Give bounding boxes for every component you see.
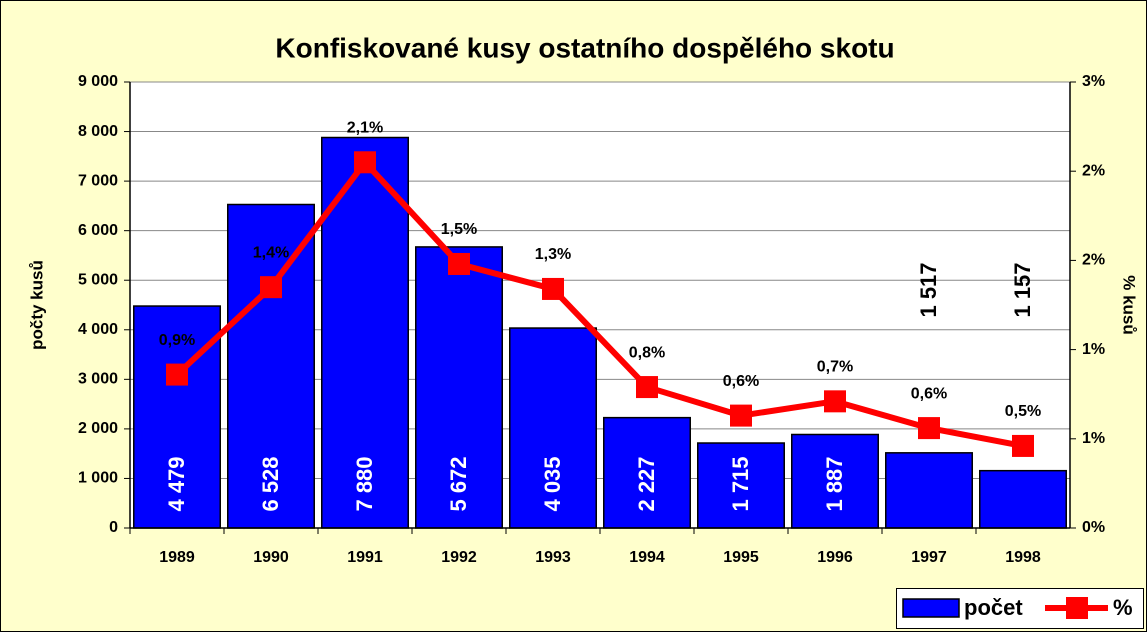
legend-label: počet [964,595,1023,620]
chart-title: Konfiskované kusy ostatního dospělého sk… [275,32,894,63]
line-value-label: 0,7% [817,359,853,376]
line-value-label: 0,9% [159,332,195,349]
line-value-label: 0,8% [629,344,665,361]
line-marker [824,390,846,413]
line-marker [730,404,752,427]
bar-value-label: 2 227 [634,456,659,511]
bar-value-label: 1 157 [1010,262,1035,317]
legend-swatch [902,598,960,618]
y2-tick-label: 1% [1082,341,1105,358]
bar [885,452,973,529]
y-axis-title: počty kusů [27,260,46,350]
bar [603,416,691,529]
line-marker [354,151,376,174]
bar-value-label: 5 672 [446,456,471,511]
y-tick-label: 3 000 [78,371,118,388]
y-tick-label: 5 000 [78,271,118,288]
x-tick-label: 1991 [347,549,383,566]
y2-tick-label: 2% [1082,252,1105,269]
bar [415,246,503,529]
line-value-label: 2,1% [347,119,383,136]
y2-tick-label: 2% [1082,162,1105,179]
bar [133,305,221,529]
line-value-label: 1,3% [535,246,571,263]
bar-value-label: 1 517 [916,262,941,317]
y-tick-label: 2 000 [78,420,118,437]
legend-swatch [1066,597,1088,619]
bar [979,469,1067,529]
y-tick-label: 8 000 [78,123,118,140]
y-tick-label: 1 000 [78,470,118,487]
y-tick-label: 9 000 [78,73,118,90]
x-tick-label: 1997 [911,549,947,566]
bar [791,433,879,529]
x-tick-label: 1995 [723,549,759,566]
legend-label: % [1113,595,1133,620]
x-tick-label: 1993 [535,549,571,566]
line [174,159,1024,449]
x-tick-label: 1992 [441,549,477,566]
line-value-label: 0,6% [911,385,947,402]
x-tick-label: 1998 [1005,549,1041,566]
x-tick-label: 1994 [629,549,665,566]
bar [697,442,785,529]
line-marker [542,277,564,300]
bar-value-label: 4 035 [540,456,565,511]
x-tick-label: 1989 [159,549,195,566]
bar [509,327,597,529]
bar-value-label: 1 715 [728,456,753,511]
line-marker [636,376,658,399]
line-value-label: 0,6% [723,373,759,390]
line-marker [166,363,188,386]
y-tick-label: 6 000 [78,222,118,239]
bar [227,203,315,529]
line-value-label: 1,5% [441,221,477,238]
line-marker [1012,434,1034,457]
line-marker [260,276,282,299]
bar-value-label: 6 528 [258,456,283,511]
x-tick-label: 1990 [253,549,289,566]
bar-value-label: 4 479 [164,456,189,511]
line-marker [918,417,940,440]
y-tick-label: 7 000 [78,172,118,189]
y-tick-label: 0 [109,519,118,536]
line-value-label: 1,4% [253,244,289,261]
y2-axis-title: % kusů [1120,275,1139,335]
y2-tick-label: 0% [1082,519,1105,536]
y2-tick-label: 3% [1082,73,1105,90]
y2-tick-label: 1% [1082,430,1105,447]
x-tick-label: 1996 [817,549,853,566]
line-marker [448,252,470,275]
bar-value-label: 7 880 [352,456,377,511]
bar-value-label: 1 887 [822,456,847,511]
y-tick-label: 4 000 [78,321,118,338]
line-value-label: 0,5% [1005,403,1041,420]
